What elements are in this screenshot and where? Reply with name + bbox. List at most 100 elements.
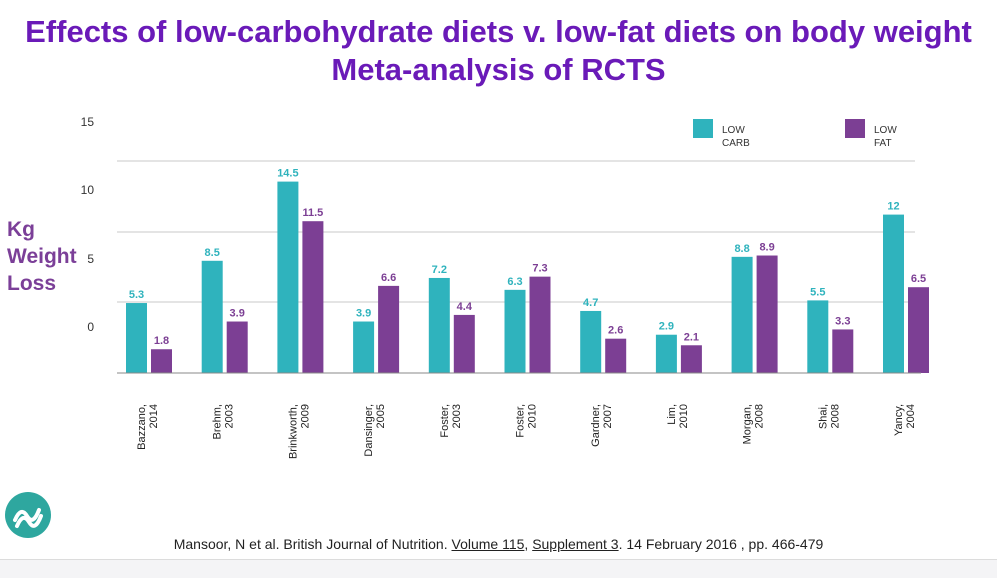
footer-bar <box>0 559 997 578</box>
y-tick-label: 0 <box>87 320 94 334</box>
bar-low-carb <box>428 277 450 373</box>
x-tick-label: Shai,2008 <box>817 404 841 429</box>
x-tick-label: Gardner,2007 <box>590 404 614 447</box>
bar-low-carb <box>201 260 223 373</box>
data-label-low-carb: 7.2 <box>432 264 447 276</box>
bar-low-fat <box>908 287 929 373</box>
data-label-low-fat: 11.5 <box>302 207 323 219</box>
data-label-low-fat: 1.8 <box>154 335 169 347</box>
x-tick-label-line: 2009 <box>299 404 311 428</box>
x-tick-label-line: Bazzano, <box>136 404 148 450</box>
logo-icon <box>5 492 51 538</box>
x-tick-label-line: 2003 <box>224 404 236 428</box>
bar-low-fat <box>605 338 627 373</box>
supplement-link[interactable]: Supplement 3 <box>532 536 619 552</box>
x-tick-label: Dansinger,2005 <box>363 404 387 457</box>
x-tick-label-line: 2003 <box>451 404 463 428</box>
legend-swatch <box>693 119 713 138</box>
data-label-low-fat: 7.3 <box>532 263 547 275</box>
bar-low-fat <box>756 255 778 373</box>
y-axis-label-word: Kg <box>7 218 35 241</box>
x-tick-label-line: Yancy, <box>893 404 905 436</box>
bar-low-carb <box>731 256 753 373</box>
x-tick-label-line: Brinkworth, <box>287 404 299 459</box>
data-label-low-fat: 2.6 <box>608 325 623 337</box>
x-tick-label-line: 2014 <box>148 404 160 428</box>
data-label-low-carb: 3.9 <box>356 308 371 320</box>
data-label-low-fat: 6.5 <box>911 273 926 285</box>
bar-low-carb <box>126 303 147 373</box>
x-tick-label-line: 2010 <box>527 404 539 428</box>
y-axis-label-word: Loss <box>7 272 57 295</box>
data-label-low-carb: 8.5 <box>205 247 220 259</box>
data-label-low-fat: 4.4 <box>457 301 473 313</box>
bar-low-fat <box>378 285 400 373</box>
x-tick-label-line: Shai, <box>817 404 829 429</box>
x-tick-label: Brinkworth,2009 <box>287 404 311 459</box>
bar-low-fat <box>529 276 551 373</box>
x-tick-label-line: 2008 <box>754 404 766 428</box>
x-tick-label: Brehm,2003 <box>212 404 236 439</box>
bar-low-fat <box>151 349 172 373</box>
x-tick-label-line: Brehm, <box>212 404 224 439</box>
x-tick-label-line: 2008 <box>829 404 841 428</box>
data-label-low-carb: 12 <box>887 201 899 213</box>
x-tick-label: Foster,2010 <box>515 404 539 438</box>
bar-low-carb <box>655 334 677 373</box>
data-label-low-carb: 2.9 <box>659 321 674 333</box>
chart-subtitle: Meta-analysis of RCTS <box>331 52 666 87</box>
data-label-low-fat: 3.9 <box>230 308 245 320</box>
x-tick-label-line: Gardner, <box>590 404 602 447</box>
x-tick-label-line: 2005 <box>375 404 387 428</box>
bar-low-fat <box>302 221 324 373</box>
bar-chart: 15 10 5 0 5.3 8.5 14.5 3.9 7.2 6.3 4.7 2.9 8.8 5.5 12 1… <box>81 115 929 459</box>
x-tick-label: Morgan,2008 <box>742 404 766 444</box>
y-tick-label: 10 <box>81 183 95 197</box>
volume-link[interactable]: Volume 115 <box>451 536 525 552</box>
data-label-low-carb: 4.7 <box>583 297 598 309</box>
bar-low-carb <box>580 310 602 373</box>
x-tick-label-line: 2007 <box>602 404 614 428</box>
y-tick-label: 5 <box>87 252 94 266</box>
data-label-low-fat: 6.6 <box>381 272 396 284</box>
y-axis-label: Kg Weight Loss <box>7 216 77 297</box>
x-tick-label-line: Morgan, <box>742 404 754 444</box>
citation-separator: , <box>524 536 533 552</box>
x-tick-label-line: Foster, <box>439 404 451 438</box>
x-tick-label-line: Lim, <box>666 404 678 425</box>
bar-low-fat <box>680 345 702 373</box>
legend-swatch <box>845 119 865 138</box>
data-label-low-fat: 8.9 <box>759 242 774 254</box>
data-label-low-fat: 2.1 <box>684 331 699 343</box>
data-label-low-carb: 5.5 <box>810 286 825 298</box>
legend-label: LOW <box>722 125 745 136</box>
bar-low-carb <box>504 289 526 373</box>
chart-title: Effects of low-carbohydrate diets v. low… <box>25 14 972 49</box>
legend-label: LOW <box>874 125 897 136</box>
bar-low-fat <box>832 329 854 373</box>
data-label-low-carb: 8.8 <box>734 243 749 255</box>
bar-low-fat <box>453 314 475 373</box>
data-label-low-carb: 5.3 <box>129 289 144 301</box>
x-tick-label-line: Dansinger, <box>363 404 375 457</box>
bar-low-carb <box>353 321 375 373</box>
legend-label: FAT <box>874 138 892 149</box>
x-tick-label: Lim,2010 <box>666 404 690 428</box>
x-tick-label: Bazzano,2014 <box>136 404 160 450</box>
x-tick-label: Yancy,2004 <box>893 404 917 436</box>
data-label-low-fat: 3.3 <box>835 315 850 327</box>
data-label-low-carb: 6.3 <box>507 276 522 288</box>
bar-low-carb <box>883 214 904 373</box>
y-tick-label: 15 <box>81 115 95 129</box>
x-tick-label-line: Foster, <box>515 404 527 438</box>
bar-low-carb <box>277 181 299 373</box>
citation-text: Mansoor, N et al. British Journal of Nut… <box>173 536 452 552</box>
bar-low-fat <box>226 321 248 373</box>
x-tick-label-line: 2010 <box>678 404 690 428</box>
x-tick-label: Foster,2003 <box>439 404 463 438</box>
data-label-low-carb: 14.5 <box>277 168 298 180</box>
citation: Mansoor, N et al. British Journal of Nut… <box>0 536 997 552</box>
bar-low-carb <box>807 300 829 373</box>
citation-date: . 14 February 2016 , pp. 466-479 <box>618 536 824 552</box>
legend-label: CARB <box>722 138 750 149</box>
